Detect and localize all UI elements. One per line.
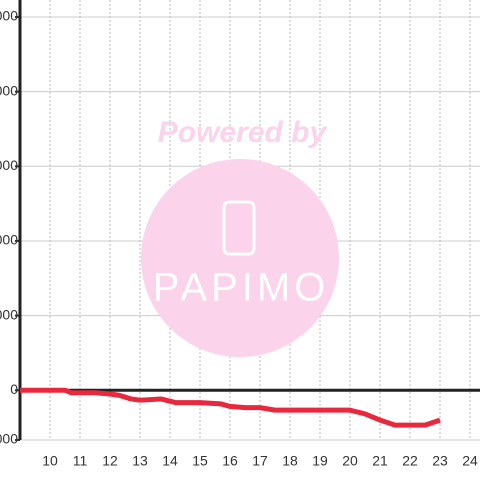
x-tick-label: 22 (402, 453, 418, 469)
x-tick-label: 10 (42, 453, 58, 469)
y-tick-label: 120,000 (0, 82, 18, 98)
y-tick-label: 90,000 (0, 157, 18, 173)
x-tick-label: 17 (252, 453, 268, 469)
x-tick-label: 14 (162, 453, 178, 469)
watermark-icon (222, 200, 256, 256)
y-tick-label: 60,000 (0, 232, 18, 248)
x-tick-label: 23 (432, 453, 448, 469)
line (20, 387, 441, 428)
x-tick-label: 20 (342, 453, 358, 469)
y-tick-label: 0 (10, 381, 18, 397)
x-tick-label: 16 (222, 453, 238, 469)
x-tick-label: 15 (192, 453, 208, 469)
x-tick-label: 11 (73, 453, 88, 469)
x-tick-label: 19 (312, 453, 328, 469)
watermark-text: PAPIMO (153, 266, 330, 310)
y-tick-label: 30,000 (0, 306, 18, 322)
y-tick-label: 150,000 (0, 8, 18, 24)
x-tick-label: 12 (102, 453, 118, 469)
y-tick-label: -20,000 (0, 431, 18, 447)
watermark-text: Powered by (158, 116, 328, 149)
x-tick-label: 21 (372, 453, 388, 469)
x-tick-label: 18 (282, 453, 298, 469)
x-tick-label: 13 (132, 453, 148, 469)
watermark-circle (141, 159, 339, 357)
x-tick-label: 24 (462, 453, 478, 469)
